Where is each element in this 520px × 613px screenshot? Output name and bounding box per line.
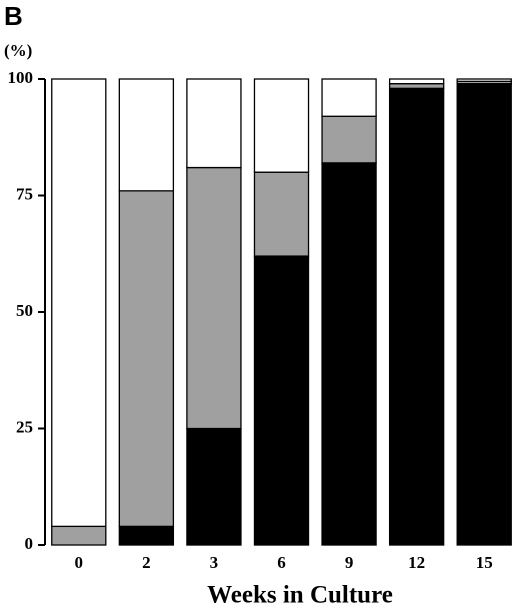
bar-segment	[118, 525, 175, 546]
x-tick-label: 6	[277, 553, 286, 572]
panel-label: B	[4, 1, 23, 31]
bar-segment	[321, 115, 377, 164]
bar-segment	[253, 78, 310, 173]
y-tick-label: 0	[25, 534, 34, 553]
bar-segment	[253, 171, 310, 257]
x-tick-label: 2	[142, 553, 151, 572]
bar-segment	[253, 255, 310, 546]
bar-segment	[51, 525, 107, 546]
y-tick-label: 75	[16, 184, 33, 203]
bar-segment	[388, 83, 445, 89]
x-tick-label: 15	[476, 553, 493, 572]
y-tick-label: 100	[8, 68, 34, 87]
x-axis-title: Weeks in Culture	[207, 582, 393, 609]
bar-segment	[388, 87, 445, 546]
bar-segment	[321, 78, 377, 117]
bar-segment	[186, 166, 242, 430]
bar-segment	[456, 83, 512, 546]
bar-segment	[51, 78, 107, 528]
y-unit-label: (%)	[4, 41, 32, 60]
y-tick-label: 50	[16, 301, 33, 320]
bar-segment	[186, 427, 242, 546]
bar-segment	[456, 78, 512, 82]
x-tick-label: 0	[75, 553, 84, 572]
x-tick-label: 3	[210, 553, 219, 572]
x-tick-label: 9	[345, 553, 354, 572]
bar-segment	[118, 78, 175, 192]
y-tick-label: 25	[16, 417, 33, 436]
bar-segment	[118, 190, 175, 528]
bar-segment	[321, 162, 377, 546]
bar-segment	[388, 78, 445, 85]
x-tick-label: 12	[408, 553, 425, 572]
bar-segment	[186, 78, 242, 169]
